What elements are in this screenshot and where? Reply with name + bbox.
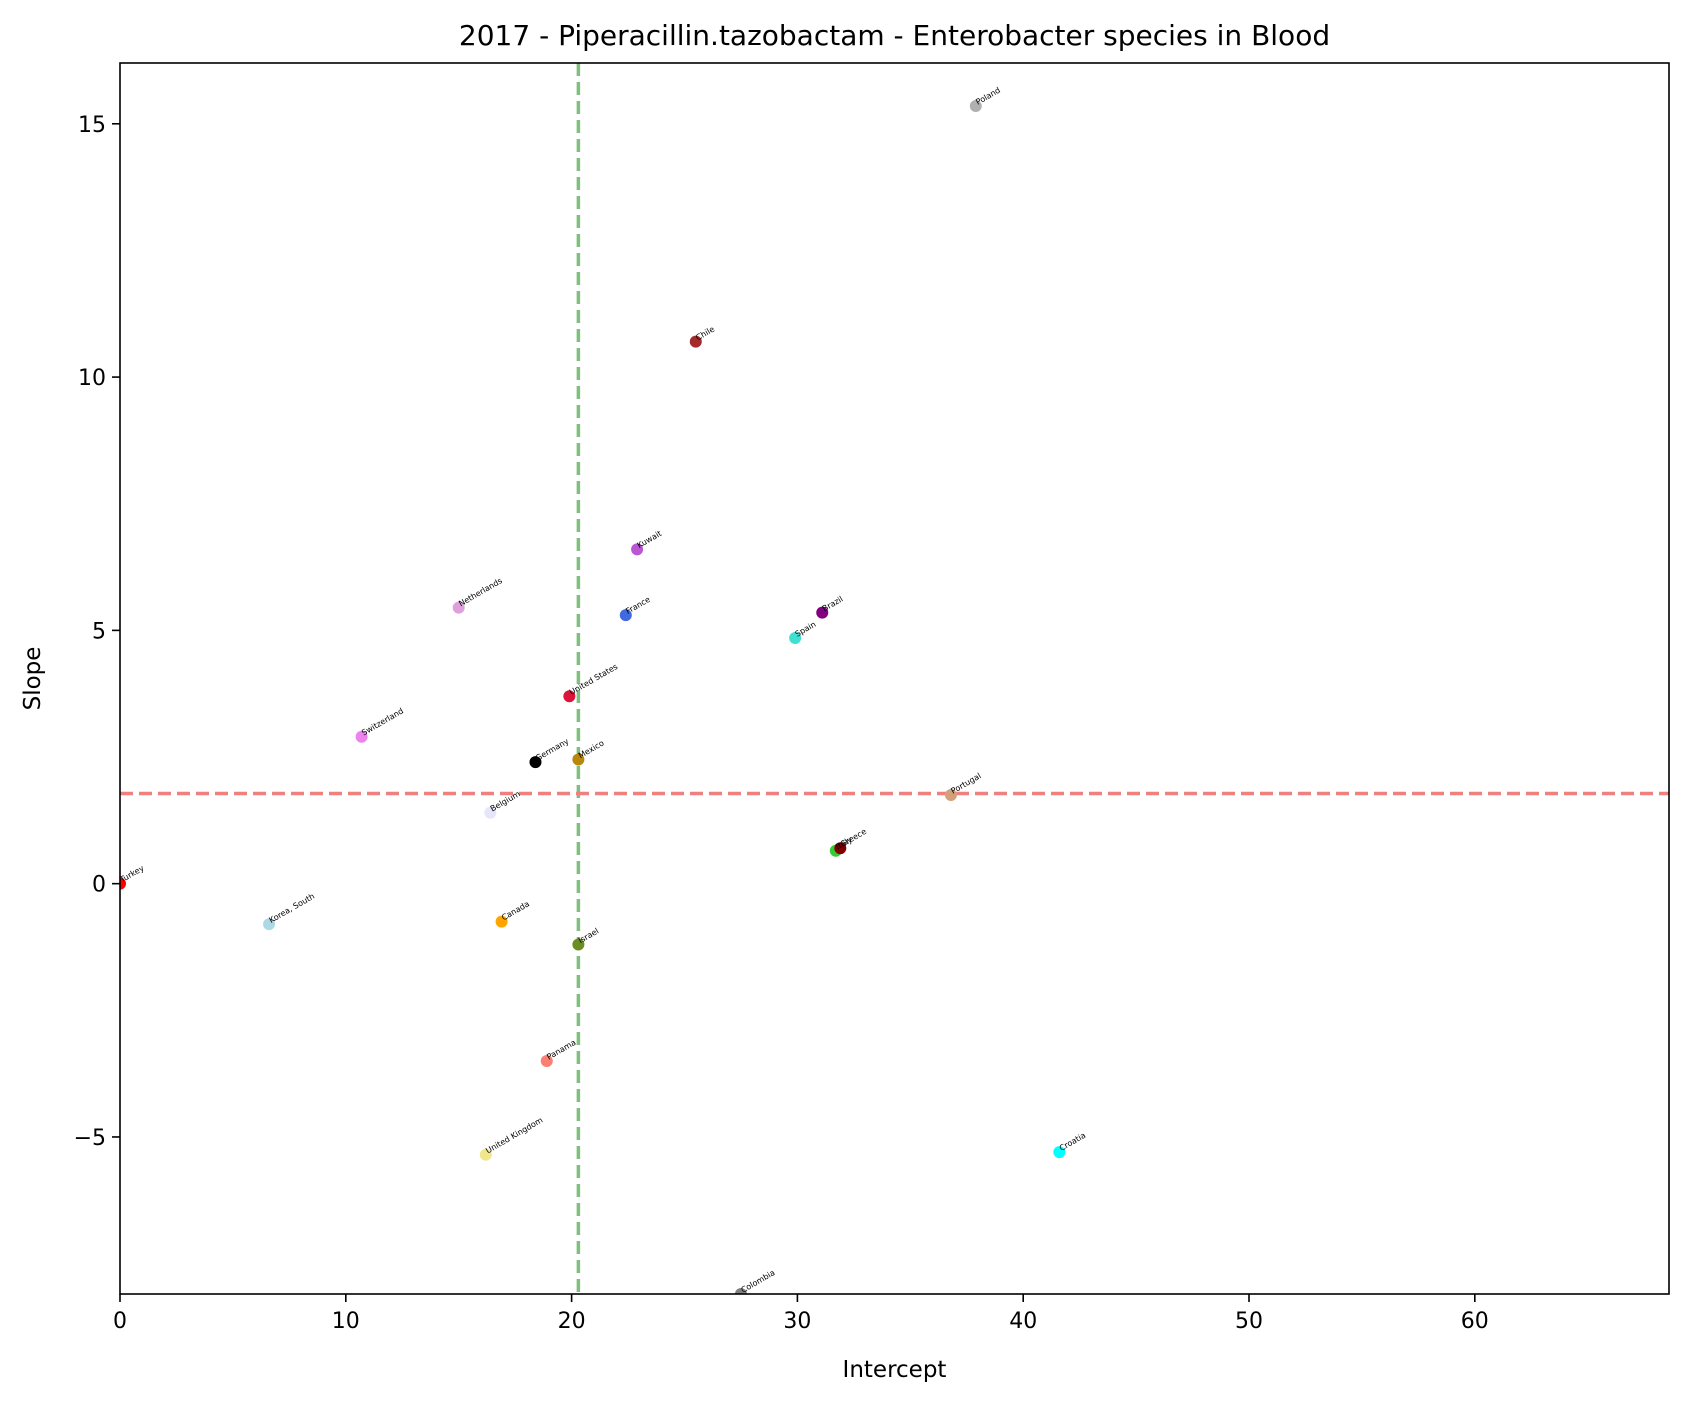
point-label: United Kingdom (484, 1115, 544, 1155)
point-label: Turkey (118, 863, 146, 884)
point-label: Greece (839, 827, 868, 849)
point-label: Israel (577, 926, 600, 945)
data-point (816, 606, 829, 619)
data-point (789, 631, 802, 644)
point-label: Kuwait (636, 529, 664, 550)
data-point (734, 1288, 747, 1294)
data-point (834, 842, 847, 855)
point-label: Germany (534, 737, 571, 763)
point-label: Mexico (577, 738, 606, 760)
data-point (969, 100, 982, 113)
data-point (572, 938, 585, 951)
x-tick-label: 20 (558, 1309, 586, 1334)
y-tick-label: 0 (92, 873, 106, 898)
data-point (495, 915, 508, 928)
chart-title: 2017 - Piperacillin.tazobactam - Enterob… (459, 19, 1330, 52)
point-label: Colombia (739, 1268, 776, 1295)
point-label: Croatia (1058, 1131, 1087, 1153)
point-label: Chile (694, 325, 716, 343)
data-point (631, 543, 644, 556)
x-tick-label: 50 (1235, 1309, 1263, 1334)
point-label: Poland (974, 86, 1002, 107)
data-point (689, 335, 702, 348)
data-point (355, 730, 368, 743)
x-axis-label: Intercept (843, 1357, 947, 1383)
plot-area: Poland Chile Kuwait Netherlands France Brazil… (74, 62, 1670, 1334)
data-point (484, 806, 497, 819)
y-tick-label: 10 (78, 366, 106, 391)
data-point (619, 609, 632, 622)
point-label: Brazil (821, 594, 845, 613)
data-point (479, 1148, 492, 1161)
data-point (563, 690, 576, 703)
point-label: Switzerland (360, 706, 405, 737)
data-point (572, 753, 585, 766)
y-tick-label: 15 (78, 113, 106, 138)
x-tick-label: 10 (332, 1309, 360, 1334)
plot-frame (119, 62, 1670, 1295)
point-label: Korea, South (268, 892, 317, 925)
data-point (452, 601, 465, 614)
point-label: Panama (545, 1038, 577, 1062)
x-tick-label: 40 (1009, 1309, 1037, 1334)
y-axis-label: Slope (20, 647, 46, 711)
data-point (944, 789, 957, 802)
x-tick-label: 30 (783, 1309, 811, 1334)
point-label: Netherlands (457, 576, 504, 608)
x-tick-label: 60 (1461, 1309, 1489, 1334)
x-tick-label: 0 (113, 1309, 127, 1334)
y-tick-label: 5 (92, 619, 106, 644)
point-label: France (624, 595, 652, 616)
data-point (529, 756, 542, 769)
data-point (540, 1054, 553, 1067)
data-point (1053, 1146, 1066, 1159)
point-label: Spain (794, 620, 818, 639)
data-point (120, 877, 126, 890)
data-point (263, 918, 276, 931)
point-label: Canada (500, 899, 531, 922)
y-tick-label: −5 (74, 1126, 106, 1151)
plot-clip-group (120, 63, 1669, 1294)
point-label: United States (568, 662, 619, 697)
